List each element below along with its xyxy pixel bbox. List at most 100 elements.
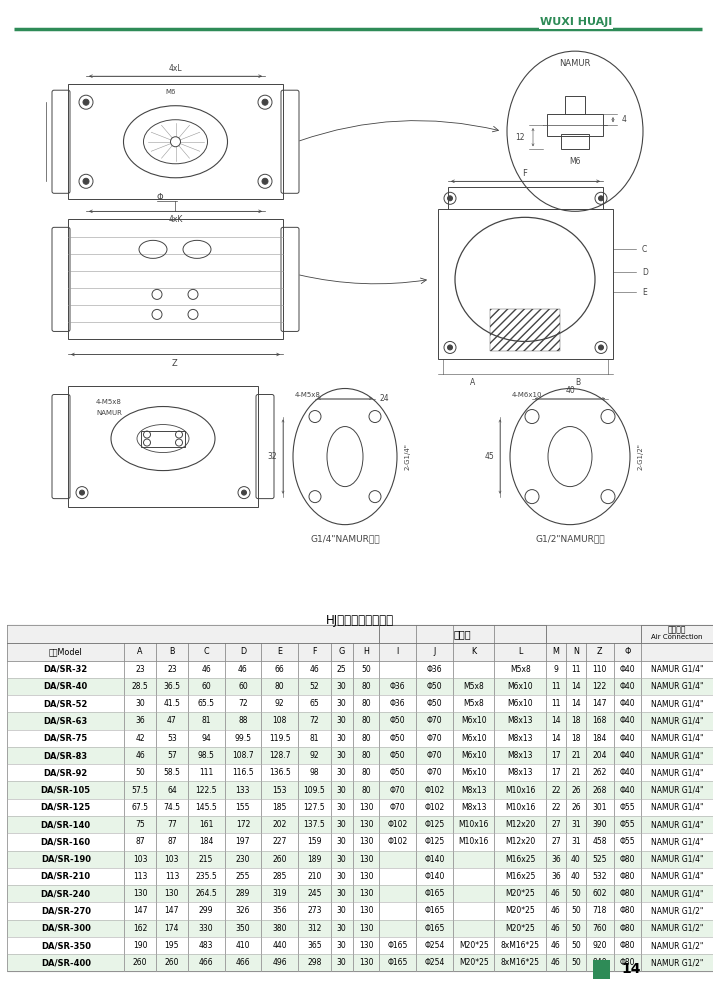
Text: NAMUR G1/2": NAMUR G1/2" (651, 958, 703, 967)
Text: 190: 190 (133, 941, 148, 950)
Text: NAMUR G1/2": NAMUR G1/2" (651, 941, 703, 950)
Text: Φ50: Φ50 (390, 733, 405, 743)
Text: Φ50: Φ50 (390, 751, 405, 760)
Text: 27: 27 (552, 820, 561, 829)
Text: M5x8: M5x8 (463, 699, 484, 708)
Text: M8x13: M8x13 (508, 769, 533, 778)
Text: 40: 40 (571, 872, 581, 881)
Text: 260: 260 (165, 958, 179, 967)
Text: NAMUR G1/4": NAMUR G1/4" (651, 785, 703, 794)
Text: M16x25: M16x25 (505, 872, 536, 881)
Text: 47: 47 (167, 717, 177, 725)
Text: 458: 458 (593, 838, 607, 846)
Text: 137.5: 137.5 (303, 820, 325, 829)
Text: H: H (363, 647, 369, 656)
Text: 80: 80 (275, 682, 284, 691)
Text: 98: 98 (310, 769, 319, 778)
Text: 145.5: 145.5 (195, 803, 217, 812)
Text: 14: 14 (552, 717, 561, 725)
Text: 30: 30 (337, 924, 346, 933)
Text: NAMUR G1/4": NAMUR G1/4" (651, 733, 703, 743)
Text: 380: 380 (272, 924, 287, 933)
Text: 466: 466 (235, 958, 251, 967)
Text: 26: 26 (571, 803, 580, 812)
Text: 32: 32 (267, 452, 277, 461)
Text: 30: 30 (135, 699, 145, 708)
Text: 14: 14 (621, 962, 641, 976)
Text: Φ40: Φ40 (620, 769, 635, 778)
Text: 67.5: 67.5 (132, 803, 149, 812)
Text: 57: 57 (167, 751, 177, 760)
Text: Φ80: Φ80 (620, 872, 635, 881)
Text: 410: 410 (235, 941, 250, 950)
Text: 30: 30 (337, 872, 346, 881)
Text: Φ70: Φ70 (427, 717, 442, 725)
Text: 227: 227 (272, 838, 287, 846)
Text: 262: 262 (593, 769, 607, 778)
Text: 65: 65 (310, 699, 319, 708)
Text: DA/SR-63: DA/SR-63 (44, 717, 88, 725)
Bar (7, 885, 713, 902)
Text: 30: 30 (337, 838, 346, 846)
Text: 98.5: 98.5 (198, 751, 215, 760)
Text: E: E (642, 288, 647, 297)
Text: 65.5: 65.5 (198, 699, 215, 708)
Bar (7, 747, 713, 764)
Text: 235.5: 235.5 (195, 872, 217, 881)
Text: D: D (240, 647, 246, 656)
Text: G: G (338, 647, 345, 656)
Text: 285: 285 (272, 872, 287, 881)
Text: 130: 130 (359, 803, 373, 812)
Text: 496: 496 (272, 958, 287, 967)
Text: 113: 113 (165, 872, 179, 881)
Text: NAMUR G1/4": NAMUR G1/4" (651, 682, 703, 691)
Text: Φ50: Φ50 (390, 717, 405, 725)
Text: G1/2"NAMUR标准: G1/2"NAMUR标准 (535, 534, 605, 544)
Text: M8x13: M8x13 (508, 717, 533, 725)
Text: 197: 197 (235, 838, 250, 846)
Bar (68, 85, 283, 200)
Text: 80: 80 (361, 699, 371, 708)
Text: 312: 312 (307, 924, 322, 933)
Text: 50: 50 (571, 958, 581, 967)
Text: 11: 11 (552, 699, 561, 708)
Text: 41.5: 41.5 (163, 699, 181, 708)
Text: 30: 30 (337, 854, 346, 864)
Text: 81: 81 (202, 717, 211, 725)
Bar (438, 209, 613, 360)
Text: 型号Model: 型号Model (49, 647, 83, 656)
Text: 46: 46 (551, 941, 561, 950)
Text: 127.5: 127.5 (304, 803, 325, 812)
Text: 17: 17 (552, 751, 561, 760)
Text: 110: 110 (593, 665, 607, 673)
Text: 133: 133 (235, 785, 250, 794)
Text: DA/SR-240: DA/SR-240 (41, 890, 91, 898)
Text: 88: 88 (238, 717, 248, 725)
Text: 116.5: 116.5 (232, 769, 253, 778)
Text: NAMUR G1/4": NAMUR G1/4" (651, 854, 703, 864)
Text: 122.5: 122.5 (195, 785, 217, 794)
Text: M16x25: M16x25 (505, 854, 536, 864)
Text: 14: 14 (571, 682, 580, 691)
Text: 532: 532 (593, 872, 607, 881)
Text: 30: 30 (337, 941, 346, 950)
Text: 46: 46 (551, 890, 561, 898)
Text: 920: 920 (593, 941, 607, 950)
Bar (448, 188, 603, 209)
Text: NAMUR G1/4": NAMUR G1/4" (651, 665, 703, 673)
Text: Φ140: Φ140 (424, 872, 445, 881)
Text: Φ70: Φ70 (390, 803, 405, 812)
Text: 23: 23 (135, 665, 145, 673)
Text: 46: 46 (551, 924, 561, 933)
Text: 130: 130 (359, 854, 373, 864)
Text: Φ36: Φ36 (390, 699, 405, 708)
Text: 57.5: 57.5 (132, 785, 149, 794)
Text: Φ165: Φ165 (424, 924, 445, 933)
Text: M: M (552, 647, 559, 656)
Bar (7, 816, 713, 834)
Text: 184: 184 (593, 733, 607, 743)
Text: 50: 50 (571, 941, 581, 950)
Circle shape (262, 99, 268, 105)
Text: M6x10: M6x10 (461, 751, 487, 760)
Text: Φ40: Φ40 (620, 733, 635, 743)
